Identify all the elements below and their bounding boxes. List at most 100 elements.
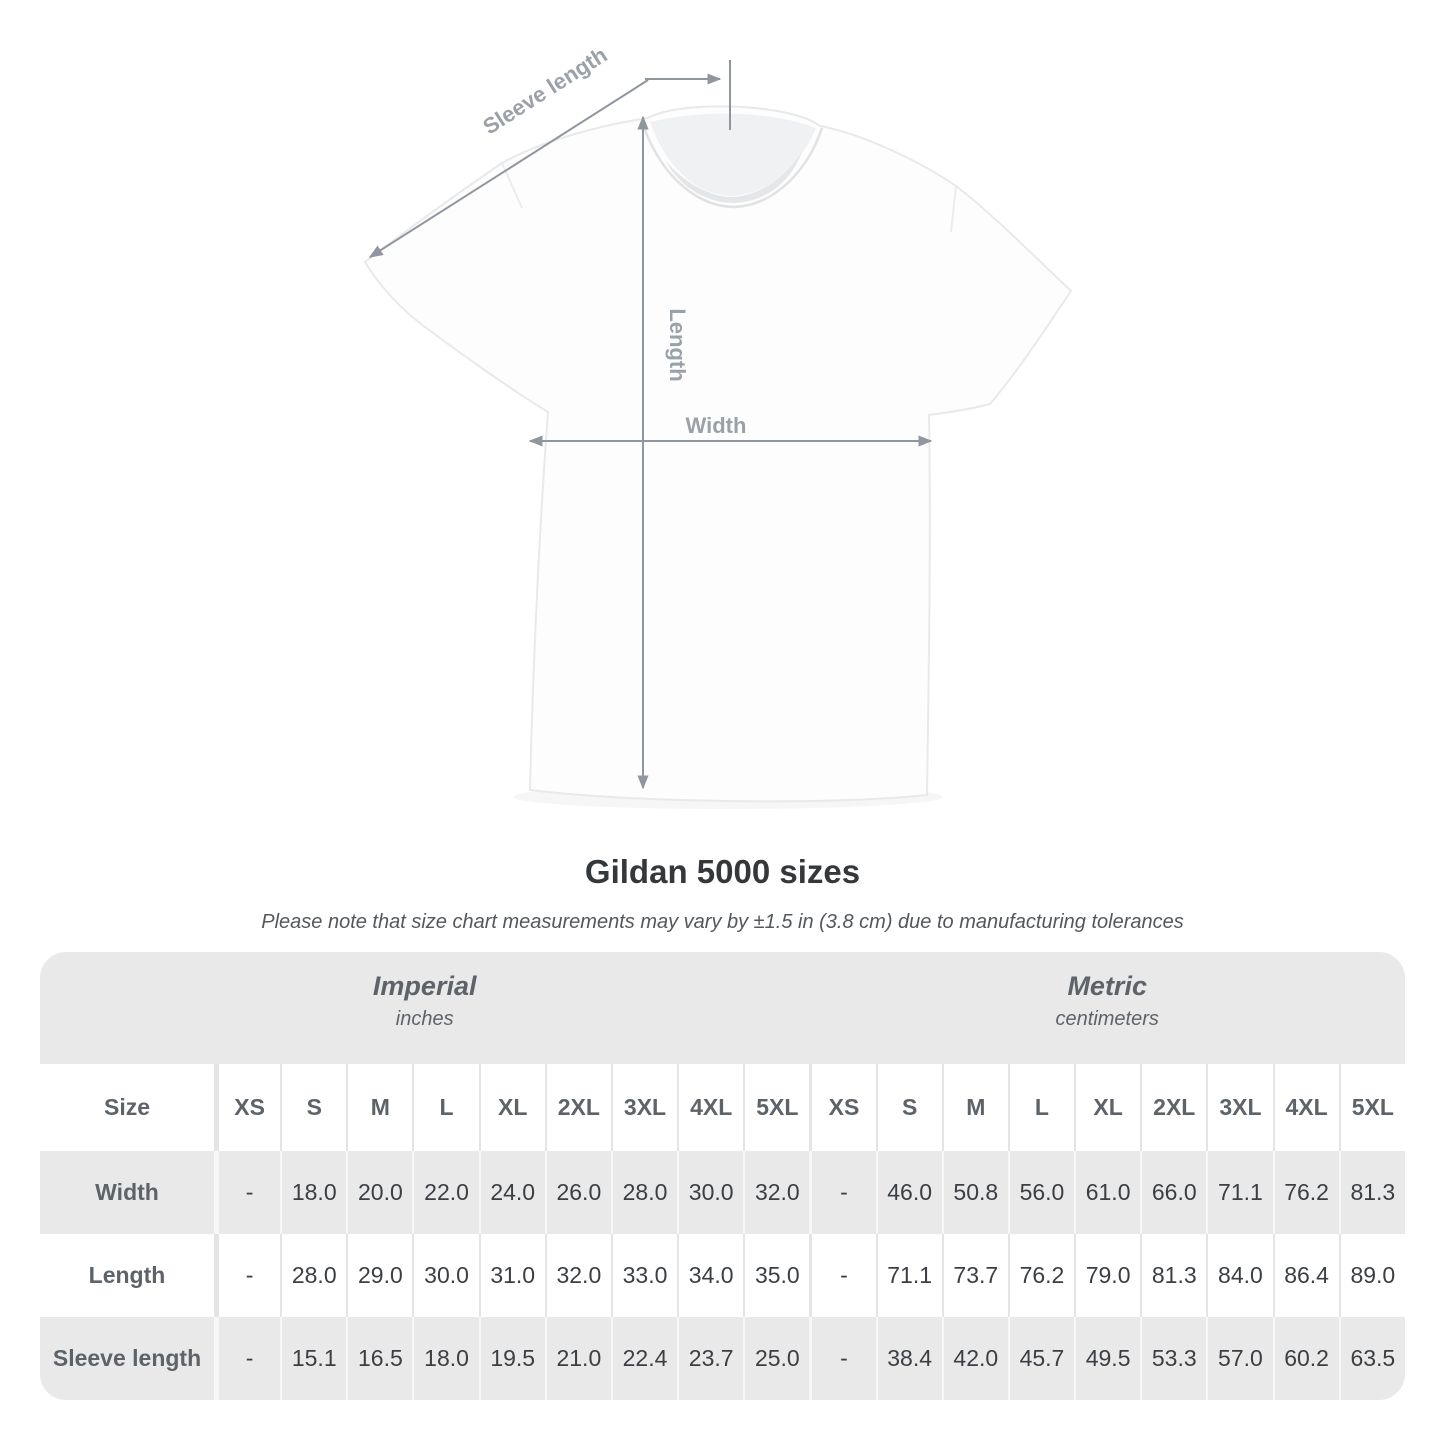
imperial-value-cell: 33.0 <box>610 1234 678 1317</box>
imperial-value-cell: - <box>214 1317 281 1400</box>
size-table-body: Width -18.0 20.0 22.0 24.0 26.0 28.0 30.0 32.0-4… <box>40 1151 1405 1400</box>
page-title: Gildan 5000 sizes <box>584 853 861 890</box>
metric-value-cell: 42.0 <box>941 1317 1008 1400</box>
imperial-value-cell: 32.0 <box>743 1151 810 1234</box>
sleeve-length-label: Sleeve length <box>478 42 611 139</box>
size-col-header-metric-xl: XL <box>1074 1064 1141 1151</box>
imperial-value-cell: 15.1 <box>280 1317 347 1400</box>
imperial-value-cell: 35.0 <box>743 1234 810 1317</box>
imperial-value-cell: 30.0 <box>412 1234 479 1317</box>
imperial-value-cell: 22.0 <box>412 1151 479 1234</box>
metric-value-cell: 81.3 <box>1140 1234 1207 1317</box>
size-col-header-metric-m: M <box>941 1064 1008 1151</box>
metric-value-cell: 73.7 <box>941 1234 1008 1317</box>
metric-value-cell: 45.7 <box>1007 1317 1075 1400</box>
size-col-header-imperial-xs: XS <box>214 1064 281 1151</box>
metric-value-cell: - <box>809 1234 876 1317</box>
metric-value-cell: 76.2 <box>1007 1234 1075 1317</box>
imperial-value-cell: 28.0 <box>610 1151 678 1234</box>
length-label: Length <box>665 308 690 381</box>
tshirt-measurement-diagram: Sleeve length Length Width <box>363 42 1073 803</box>
imperial-title: Imperial <box>372 971 477 1001</box>
imperial-value-cell: 21.0 <box>544 1317 611 1400</box>
metric-value-cell: 57.0 <box>1206 1317 1273 1400</box>
unit-header-row: Imperial inches Metric centimeters <box>40 952 1405 1064</box>
size-col-header-imperial-2xl: 2XL <box>544 1064 611 1151</box>
metric-value-cell: 46.0 <box>875 1151 942 1234</box>
metric-unit: centimeters <box>1055 1008 1159 1030</box>
metric-value-cell: 50.8 <box>941 1151 1008 1234</box>
imperial-value-cell: 19.5 <box>478 1317 545 1400</box>
collar-opening <box>650 113 816 196</box>
row-label: Width <box>40 1151 214 1234</box>
imperial-value-cell: 34.0 <box>677 1234 744 1317</box>
size-col-header-imperial-4xl: 4XL <box>677 1064 744 1151</box>
imperial-value-cell: 16.5 <box>346 1317 413 1400</box>
size-col-header-metric-3xl: 3XL <box>1206 1064 1273 1151</box>
metric-value-cell: 81.3 <box>1338 1151 1405 1234</box>
imperial-value-cell: 26.0 <box>544 1151 611 1234</box>
metric-value-cell: 71.1 <box>875 1234 942 1317</box>
imperial-value-cell: 32.0 <box>544 1234 611 1317</box>
size-col-header-imperial-5xl: 5XL <box>743 1064 810 1151</box>
measurement-row-sleeve-length: Sleeve length -15.1 16.5 18.0 19.5 21.0 22.4 23… <box>40 1317 1405 1400</box>
tshirt-photo <box>363 105 1073 803</box>
size-col-header-metric-5xl: 5XL <box>1338 1064 1405 1151</box>
sleeve-length-dimension-line <box>368 79 649 258</box>
row-label: Length <box>40 1234 214 1317</box>
width-label: Width <box>686 413 747 438</box>
right-shoulder-seam <box>950 185 957 233</box>
size-col-header-metric-xs: XS <box>809 1064 876 1151</box>
metric-value-cell: 63.5 <box>1338 1317 1405 1400</box>
imperial-value-cell: - <box>214 1151 281 1234</box>
size-col-header-metric-2xl: 2XL <box>1140 1064 1207 1151</box>
size-col-header-metric-4xl: 4XL <box>1272 1064 1339 1151</box>
sizes-header-row: Size XS S M L XL 2XL 3XL 4XL 5XL XS S M L XL 2XL 3XL 4XL… <box>40 1064 1405 1151</box>
imperial-value-cell: 31.0 <box>478 1234 545 1317</box>
metric-title: Metric <box>1067 971 1147 1001</box>
size-col-header-imperial-xl: XL <box>478 1064 545 1151</box>
imperial-header-cell: Imperial inches <box>40 952 810 1064</box>
metric-value-cell: 60.2 <box>1272 1317 1339 1400</box>
collar-inner-shadow <box>665 150 803 203</box>
size-table-grid: Imperial inches Metric centimeters Size … <box>40 952 1405 1400</box>
size-col-header-imperial-m: M <box>346 1064 413 1151</box>
imperial-value-cell: 18.0 <box>280 1151 347 1234</box>
imperial-value-cell: 30.0 <box>677 1151 744 1234</box>
size-col-header-imperial-s: S <box>280 1064 347 1151</box>
imperial-value-cell: 23.7 <box>677 1317 744 1400</box>
metric-value-cell: 61.0 <box>1074 1151 1141 1234</box>
imperial-unit: inches <box>395 1008 454 1030</box>
size-col-header-imperial-l: L <box>412 1064 479 1151</box>
row-label: Sleeve length <box>40 1317 214 1400</box>
metric-value-cell: 89.0 <box>1338 1234 1405 1317</box>
metric-value-cell: 38.4 <box>875 1317 942 1400</box>
size-table: Imperial inches Metric centimeters Size … <box>40 952 1405 1400</box>
measurement-row-width: Width -18.0 20.0 22.0 24.0 26.0 28.0 30.0 32.0-4… <box>40 1151 1405 1234</box>
imperial-value-cell: - <box>214 1234 281 1317</box>
tolerance-note: Please note that size chart measurements… <box>261 911 1184 933</box>
collar-seam <box>640 121 824 209</box>
metric-value-cell: 66.0 <box>1140 1151 1207 1234</box>
metric-value-cell: 71.1 <box>1206 1151 1273 1234</box>
imperial-value-cell: 29.0 <box>346 1234 413 1317</box>
metric-value-cell: 86.4 <box>1272 1234 1339 1317</box>
size-column-header: Size <box>40 1064 214 1151</box>
imperial-value-cell: 25.0 <box>743 1317 810 1400</box>
metric-value-cell: 84.0 <box>1206 1234 1273 1317</box>
measurement-row-length: Length -28.0 29.0 30.0 31.0 32.0 33.0 34.0 35.0-… <box>40 1234 1405 1317</box>
imperial-value-cell: 28.0 <box>280 1234 347 1317</box>
imperial-value-cell: 20.0 <box>346 1151 413 1234</box>
metric-value-cell: 56.0 <box>1007 1151 1075 1234</box>
imperial-value-cell: 22.4 <box>610 1317 678 1400</box>
size-col-header-imperial-3xl: 3XL <box>610 1064 678 1151</box>
size-col-header-metric-l: L <box>1007 1064 1075 1151</box>
metric-value-cell: - <box>809 1151 876 1234</box>
imperial-value-cell: 24.0 <box>478 1151 545 1234</box>
imperial-value-cell: 18.0 <box>412 1317 479 1400</box>
metric-header-cell: Metric centimeters <box>809 952 1405 1064</box>
metric-value-cell: 53.3 <box>1140 1317 1207 1400</box>
size-col-header-metric-s: S <box>875 1064 942 1151</box>
metric-value-cell: 76.2 <box>1272 1151 1339 1234</box>
